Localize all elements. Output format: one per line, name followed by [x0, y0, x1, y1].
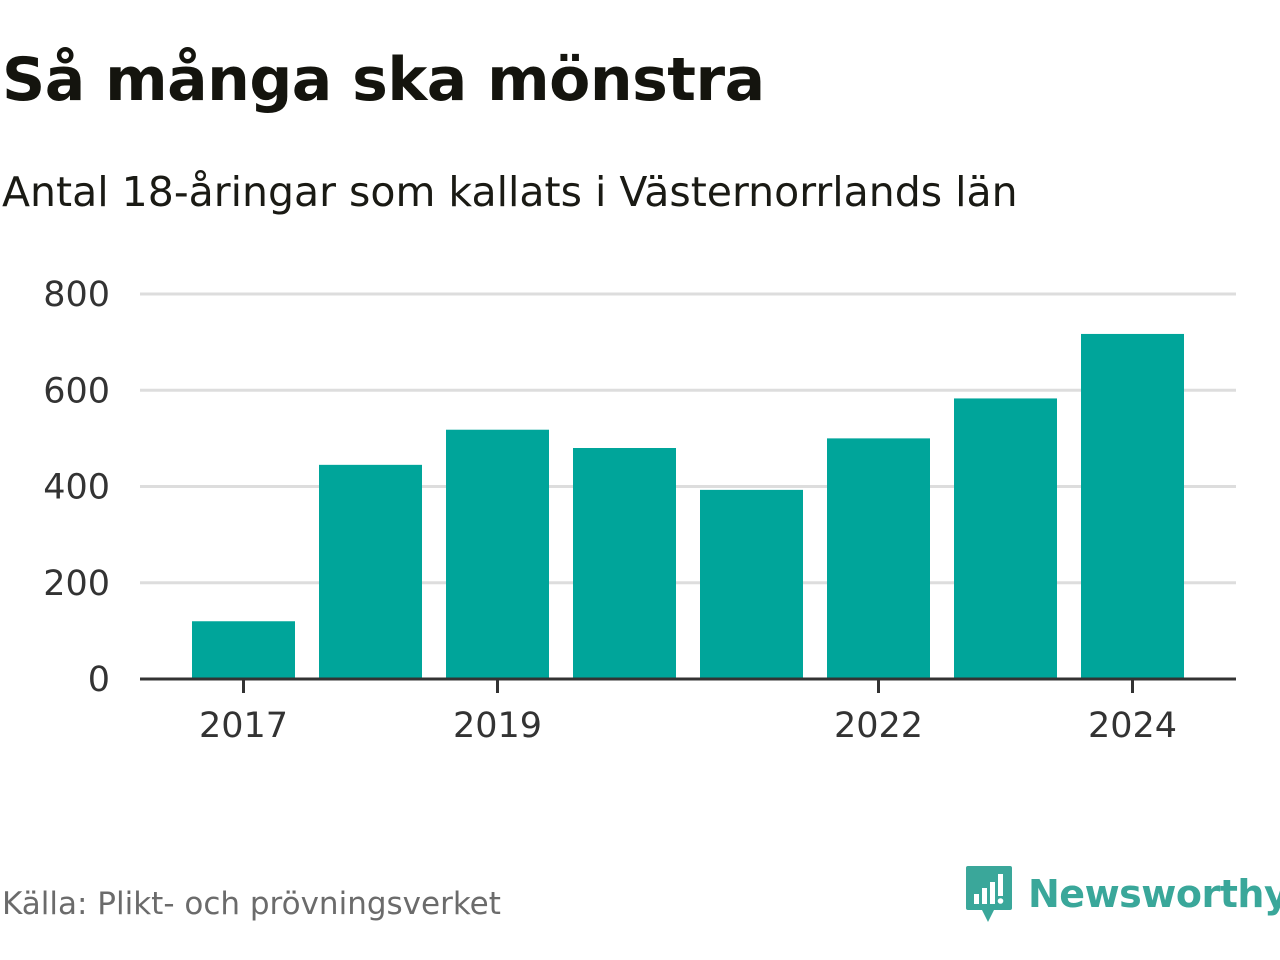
y-tick-label: 200 — [43, 564, 110, 604]
bar-2019 — [446, 429, 549, 679]
bar-2022 — [827, 438, 930, 679]
newsworthy-logo-icon — [966, 866, 1012, 922]
bar-2017 — [192, 621, 295, 679]
x-axis-ticks: 2017 2019 2022 2024 — [199, 679, 1177, 746]
y-tick-label: 400 — [43, 468, 110, 508]
gridlines — [140, 292, 1236, 585]
bar-2020 — [573, 448, 676, 679]
y-tick-label: 600 — [43, 371, 110, 411]
brand-logo: Newsworthy — [964, 864, 1280, 924]
bar-2018 — [319, 464, 422, 679]
y-tick-label: 800 — [43, 275, 110, 315]
bar-2023 — [954, 398, 1057, 679]
x-tick-label: 2022 — [834, 706, 923, 746]
bar-chart: 0 200 400 600 800 2017 2019 2022 2024 — [43, 275, 1236, 746]
x-tick-label: 2024 — [1088, 706, 1177, 746]
chart-subtitle: Antal 18-åringar som kallats i Västernor… — [2, 168, 1018, 216]
brand-name: Newsworthy — [1028, 872, 1280, 916]
x-tick-label: 2017 — [199, 706, 288, 746]
bars — [192, 333, 1184, 679]
y-tick-label: 0 — [88, 660, 110, 700]
bar-2021 — [700, 489, 803, 679]
source-note: Källa: Plikt- och prövningsverket — [2, 886, 501, 922]
y-axis-tick-labels: 0 200 400 600 800 — [43, 275, 110, 700]
bar-2024 — [1081, 333, 1184, 679]
x-tick-label: 2019 — [453, 706, 542, 746]
chart-title: Så många ska mönstra — [2, 45, 765, 115]
